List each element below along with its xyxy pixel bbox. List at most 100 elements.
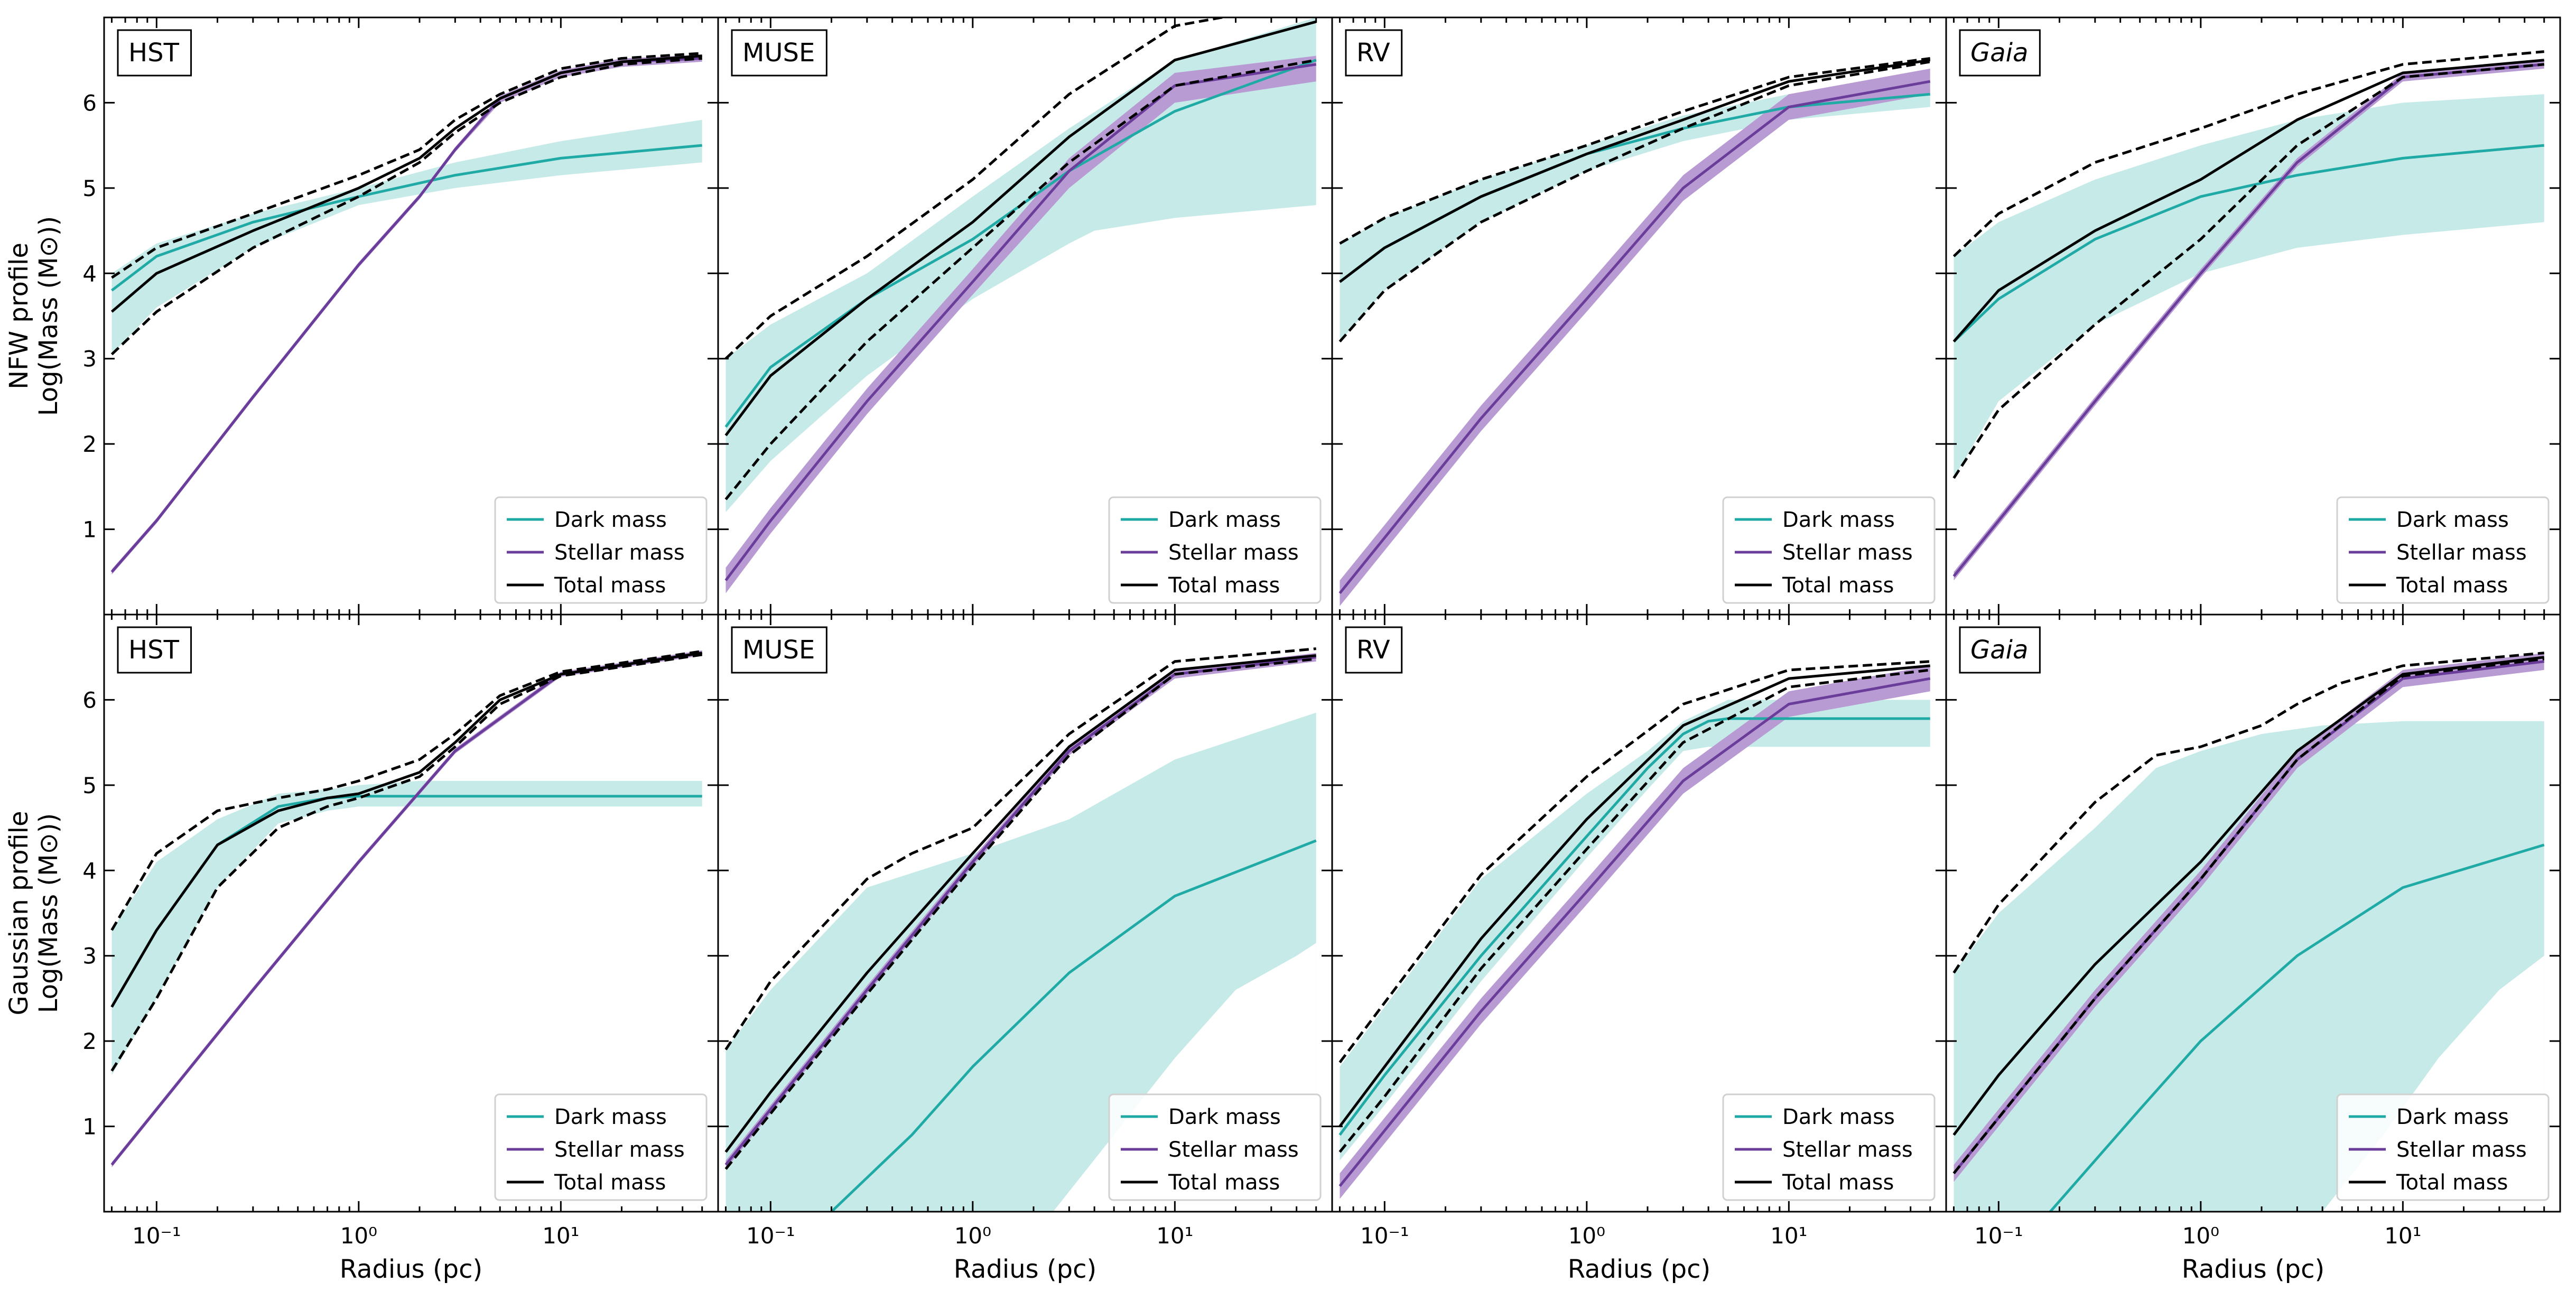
panel-title-box: Gaia [1959, 626, 2041, 674]
legend-frame [1108, 496, 1322, 604]
legend-stellar-mass-label: Stellar mass [1782, 541, 1913, 565]
total-mass-upper-dashed [110, 649, 703, 931]
dark-mass-band [111, 119, 702, 355]
panel-title: MUSE [742, 635, 815, 665]
y-tick-label: 1 [82, 517, 97, 543]
total-mass-upper-dashed [111, 52, 702, 279]
legend-total-mass-label: Total mass [2396, 1170, 2508, 1195]
dark-mass-line [1952, 144, 2544, 343]
total-mass-line [110, 54, 702, 313]
x-tick-label: 10⁰ [1568, 1223, 1605, 1249]
total-mass-lower-dashed [724, 657, 1316, 1170]
panel-title-box: Gaia [1959, 29, 2041, 77]
dark-mass-band [111, 780, 702, 1075]
legend-dark-mass-label: Dark mass [2396, 1105, 2509, 1129]
panel-gaussian-muse: 10⁻¹ 10⁰ 10¹ Radius (pc) MUSE Dark mass Stella… [717, 614, 1333, 1284]
axes-frame [1945, 614, 2561, 1213]
panel-title-frame [1959, 29, 2041, 77]
panel-title: Gaia [1970, 635, 2028, 665]
y-tick-label: 1 [82, 1114, 97, 1140]
dark-mass-line [2049, 843, 2545, 1212]
legend-frame [1108, 1093, 1322, 1201]
legend-stellar-mass-label: Stellar mass [1782, 1138, 1913, 1162]
total-mass-lower-dashed [1338, 60, 1931, 343]
plot-area [1338, 660, 1931, 1199]
legend-total-mass-label: Total mass [1168, 573, 1280, 598]
y-tick-label: 6 [82, 687, 97, 713]
x-tick-label: 10⁻¹ [132, 1223, 181, 1249]
stellar-mass-line [1338, 677, 1931, 1187]
legend-dark-mass-label: Dark mass [1782, 508, 1895, 532]
plot-area [110, 649, 703, 1168]
panel-title-box: HST [117, 626, 192, 674]
legend: Dark mass Stellar mass Total mass [2336, 496, 2550, 604]
x-tick-label: 10⁰ [954, 1223, 991, 1249]
total-mass-line [1952, 59, 2544, 343]
plot-area [1952, 50, 2544, 581]
panel-gaussian-gaia: 10⁻¹ 10⁰ 10¹ Radius (pc) Gaia Dark mass Stella… [1945, 614, 2561, 1284]
legend-total-mass-label: Total mass [2396, 573, 2508, 598]
legend: Dark mass Stellar mass Total mass [1108, 1093, 1322, 1201]
total-mass-line [1338, 59, 1931, 283]
x-tick-label: 10¹ [542, 1223, 579, 1249]
legend-total-mass-label: Total mass [1782, 573, 1894, 598]
nfw-ylabel: Log(Mass (M⊙)) [34, 216, 63, 416]
dark-mass-band [726, 17, 1316, 513]
panel-title-frame [117, 626, 192, 674]
total-mass-lower-dashed [1952, 63, 2544, 479]
total-mass-upper-dashed [1338, 660, 1930, 1064]
x-axis-label: Radius (pc) [2182, 1254, 2325, 1284]
legend-frame [494, 1093, 708, 1201]
panel-gaussian-rv: 10⁻¹ 10⁰ 10¹ Radius (pc) RV Dark mass Stellar … [1331, 614, 1947, 1284]
legend-dark-mass-label: Dark mass [554, 1105, 667, 1129]
legend-stellar-mass-label: Stellar mass [1168, 1138, 1299, 1162]
y-tick-label: 3 [82, 346, 97, 372]
total-mass-upper-dashed [1952, 652, 2544, 974]
legend-total-mass-label: Total mass [554, 1170, 666, 1195]
legend-dark-mass-label: Dark mass [1168, 508, 1281, 532]
dark-mass-line [830, 839, 1317, 1212]
y-tick-label: 4 [82, 858, 97, 884]
legend-dark-mass-label: Dark mass [554, 508, 667, 532]
total-mass-lower-dashed [1952, 657, 2544, 1174]
x-axis-label: Radius (pc) [340, 1254, 483, 1284]
legend-total-mass-label: Total mass [1782, 1170, 1894, 1195]
y-tick-label: 6 [82, 90, 97, 116]
panel-title-frame [1959, 626, 2041, 674]
y-tick-label: 3 [82, 943, 97, 969]
x-tick-label: 10⁻¹ [1974, 1223, 2023, 1249]
total-mass-upper-dashed [724, 647, 1316, 1051]
plot-area [1338, 57, 1931, 606]
panel-gaussian-hst: 1 2 3 4 5 6 10⁻¹ 10⁰ 10¹ Radius (pc) HST Dark mass S… [82, 614, 719, 1284]
stellar-mass-line [724, 63, 1317, 581]
y-tick-label: 5 [82, 773, 97, 798]
total-mass-line [724, 654, 1316, 1153]
y-tick-label: 2 [82, 431, 97, 457]
dark-mass-line [1338, 717, 1930, 1136]
legend-dark-mass-label: Dark mass [1782, 1105, 1895, 1129]
x-tick-label: 10⁻¹ [1360, 1223, 1409, 1249]
legend-frame [1722, 1093, 1936, 1201]
total-mass-lower-dashed [1338, 668, 1930, 1153]
panel-title-box: HST [117, 29, 192, 77]
panel-title-box: MUSE [731, 626, 827, 674]
x-axis-label: Radius (pc) [954, 1254, 1097, 1284]
total-mass-line [110, 652, 703, 1008]
total-mass-lower-dashed [110, 653, 703, 1072]
panel-title-frame [1345, 29, 1403, 77]
panel-title-frame [117, 29, 192, 77]
legend-frame [1722, 496, 1936, 604]
panel-title: MUSE [742, 38, 815, 68]
stellar-mass-line [1952, 660, 2544, 1174]
gaussian-ylabel: Log(Mass (M⊙)) [34, 813, 63, 1013]
nfw-ylabel: NFW profile [4, 243, 34, 389]
dark-mass-line [110, 144, 702, 292]
panel-title: Gaia [1970, 38, 2028, 68]
legend: Dark mass Stellar mass Total mass [494, 496, 708, 604]
panel-nfw-muse: MUSE Dark mass Stellar mass Total mass [717, 16, 1333, 616]
legend-dark-mass-label: Dark mass [1168, 1105, 1281, 1129]
legend: Dark mass Stellar mass Total mass [1722, 496, 1936, 604]
legend: Dark mass Stellar mass Total mass [494, 1093, 708, 1201]
y-tick-label: 5 [82, 175, 97, 201]
